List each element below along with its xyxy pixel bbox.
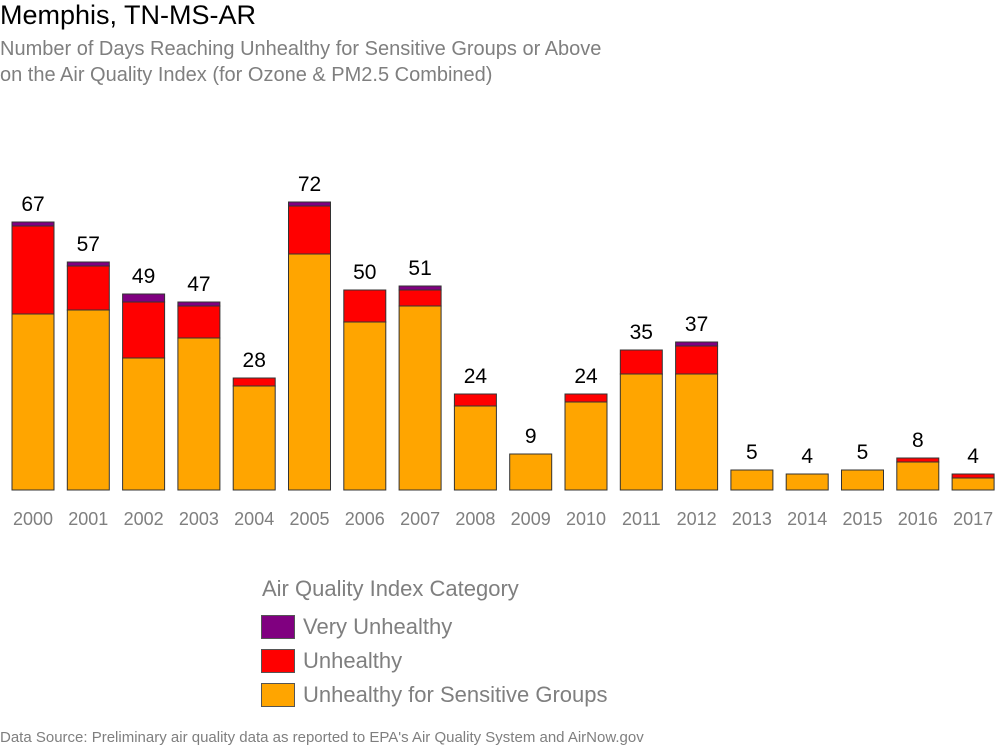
bar-segment-2012-unhealthy-for-sensitive-groups xyxy=(675,373,719,491)
bar-segment-2005-very-unhealthy xyxy=(288,201,331,207)
bar-segment-2007-unhealthy-for-sensitive-groups xyxy=(398,305,442,491)
bar-segment-2009-unhealthy-for-sensitive-groups xyxy=(509,453,553,491)
bar-total-label-2017: 4 xyxy=(967,445,979,468)
x-tick-label-2015: 2015 xyxy=(842,509,882,529)
bar-segment-2012-very-unhealthy xyxy=(675,341,719,347)
bar-segment-2016-unhealthy-for-sensitive-groups xyxy=(896,461,940,491)
legend-label-very-unhealthy: Very Unhealthy xyxy=(303,614,453,639)
x-tick-label-2005: 2005 xyxy=(289,509,329,529)
bar-total-label-2001: 57 xyxy=(77,233,100,256)
bar-segment-2000-unhealthy-for-sensitive-groups xyxy=(11,313,55,491)
x-tick-label-2012: 2012 xyxy=(677,509,717,529)
bar-segment-2017-unhealthy-for-sensitive-groups xyxy=(951,477,995,491)
x-tick-label-2010: 2010 xyxy=(566,509,606,529)
bar-segment-2011-unhealthy-for-sensitive-groups xyxy=(619,373,663,491)
legend-swatch-unhealthy xyxy=(261,649,295,673)
bar-segment-2007-unhealthy xyxy=(398,289,442,307)
x-tick-label-2000: 2000 xyxy=(13,509,53,529)
bar-segment-2002-unhealthy xyxy=(122,301,166,359)
bar-segment-2001-unhealthy xyxy=(66,265,110,311)
bar-total-label-2009: 9 xyxy=(525,425,537,448)
x-tick-label-2011: 2011 xyxy=(622,509,661,529)
bar-segment-2008-unhealthy-for-sensitive-groups xyxy=(453,405,497,491)
bar-segment-2015-unhealthy-for-sensitive-groups xyxy=(841,469,884,491)
bar-total-label-2010: 24 xyxy=(574,365,598,388)
legend-item-very-unhealthy: Very Unhealthy xyxy=(261,614,452,640)
x-tick-label-2002: 2002 xyxy=(124,509,164,529)
legend-swatch-unhealthy-sensitive xyxy=(261,683,295,707)
bar-total-label-2005: 72 xyxy=(298,173,321,196)
bar-segment-2011-unhealthy xyxy=(619,349,663,375)
bar-segment-2002-very-unhealthy xyxy=(122,293,166,303)
bar-total-label-2006: 50 xyxy=(353,261,376,284)
bar-segment-2005-unhealthy xyxy=(288,205,331,255)
bar-segment-2003-unhealthy-for-sensitive-groups xyxy=(177,337,221,491)
x-tick-label-2006: 2006 xyxy=(345,509,385,529)
x-tick-label-2009: 2009 xyxy=(511,509,551,529)
bar-segment-2013-unhealthy-for-sensitive-groups xyxy=(730,469,774,491)
bar-segment-2016-unhealthy xyxy=(896,457,940,463)
bar-total-label-2015: 5 xyxy=(857,441,869,464)
legend-label-unhealthy: Unhealthy xyxy=(303,648,403,673)
stacked-bar-chart: 6720005720014920024720032820047220055020… xyxy=(11,173,995,529)
bar-total-label-2012: 37 xyxy=(685,313,708,336)
subtitle-line-2: on the Air Quality Index (for Ozone & PM… xyxy=(0,64,493,86)
bar-total-label-2004: 28 xyxy=(243,349,266,372)
legend-swatch-very-unhealthy xyxy=(261,615,295,639)
bar-total-label-2016: 8 xyxy=(912,429,924,452)
bar-segment-2012-unhealthy xyxy=(675,345,719,375)
legend-title: Air Quality Index Category xyxy=(262,576,519,601)
bar-segment-2008-unhealthy xyxy=(453,393,497,407)
x-tick-label-2008: 2008 xyxy=(455,509,495,529)
subtitle-line-1: Number of Days Reaching Unhealthy for Se… xyxy=(0,38,602,60)
x-tick-label-2014: 2014 xyxy=(787,509,827,529)
bar-segment-2000-unhealthy xyxy=(11,225,55,315)
legend-item-unhealthy-sensitive: Unhealthy for Sensitive Groups xyxy=(261,682,608,708)
bar-total-label-2007: 51 xyxy=(408,257,431,280)
bar-total-label-2014: 4 xyxy=(801,445,813,468)
bar-segment-2000-very-unhealthy xyxy=(11,221,55,227)
bar-segment-2006-unhealthy-for-sensitive-groups xyxy=(343,321,387,491)
x-tick-label-2007: 2007 xyxy=(400,509,440,529)
bar-total-label-2002: 49 xyxy=(132,265,155,288)
legend-item-unhealthy: Unhealthy xyxy=(261,648,402,674)
bar-segment-2003-very-unhealthy xyxy=(177,301,221,307)
bar-segment-2007-very-unhealthy xyxy=(398,285,442,291)
bar-segment-2003-unhealthy xyxy=(177,305,221,339)
bar-segment-2010-unhealthy xyxy=(564,393,608,403)
bar-segment-2010-unhealthy-for-sensitive-groups xyxy=(564,401,608,491)
bar-segment-2005-unhealthy-for-sensitive-groups xyxy=(288,253,331,491)
bar-segment-2001-very-unhealthy xyxy=(66,261,110,267)
bar-segment-2002-unhealthy-for-sensitive-groups xyxy=(122,357,166,491)
bar-segment-2006-unhealthy xyxy=(343,289,387,323)
x-tick-label-2004: 2004 xyxy=(234,509,274,529)
bar-segment-2001-unhealthy-for-sensitive-groups xyxy=(66,309,110,491)
x-tick-label-2016: 2016 xyxy=(898,509,938,529)
legend-label-unhealthy-sensitive: Unhealthy for Sensitive Groups xyxy=(303,682,608,707)
bar-total-label-2003: 47 xyxy=(187,273,210,296)
bar-segment-2017-unhealthy xyxy=(951,473,995,479)
bar-segment-2004-unhealthy xyxy=(232,377,276,387)
data-source-note: Data Source: Preliminary air quality dat… xyxy=(0,729,644,746)
bar-segment-2014-unhealthy-for-sensitive-groups xyxy=(785,473,829,491)
chart-subtitle: Number of Days Reaching Unhealthy for Se… xyxy=(0,36,601,88)
x-tick-label-2013: 2013 xyxy=(732,509,772,529)
x-tick-label-2001: 2001 xyxy=(68,509,108,529)
x-tick-label-2003: 2003 xyxy=(179,509,219,529)
chart-title: Memphis, TN-MS-AR xyxy=(0,0,257,30)
bar-total-label-2000: 67 xyxy=(21,193,44,216)
x-tick-label-2017: 2017 xyxy=(953,509,993,529)
bar-total-label-2011: 35 xyxy=(630,321,653,344)
bar-total-label-2008: 24 xyxy=(464,365,488,388)
bar-segment-2004-unhealthy-for-sensitive-groups xyxy=(232,385,276,491)
bar-total-label-2013: 5 xyxy=(746,441,758,464)
